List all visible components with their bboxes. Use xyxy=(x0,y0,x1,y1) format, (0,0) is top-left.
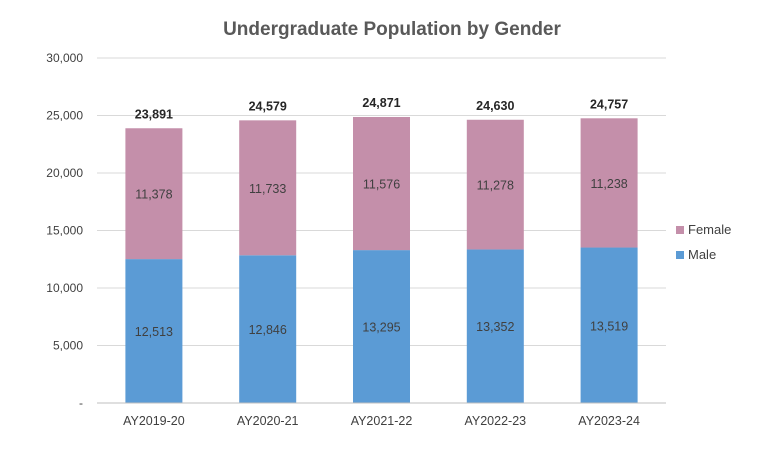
bar-segment-male xyxy=(239,255,297,403)
bar-segment-female xyxy=(580,118,638,248)
data-label-male: 13,352 xyxy=(476,320,514,334)
y-tick-label: 30,000 xyxy=(46,51,83,65)
x-tick-label: AY2022-23 xyxy=(464,414,526,428)
legend-label-male: Male xyxy=(688,247,716,262)
bar-segment-male xyxy=(580,247,638,403)
y-tick-label: - xyxy=(79,396,83,410)
data-label-female: 11,278 xyxy=(477,179,514,193)
data-label-female: 11,576 xyxy=(363,178,400,192)
bar-segment-female xyxy=(353,116,410,251)
data-label-male: 12,846 xyxy=(249,323,287,337)
data-label-female: 11,378 xyxy=(135,188,172,202)
total-label: 24,579 xyxy=(249,99,287,113)
data-label-female: 11,238 xyxy=(590,177,627,191)
bar-segment-female xyxy=(239,120,297,256)
data-label-female: 11,733 xyxy=(249,182,286,196)
y-tick-label: 15,000 xyxy=(46,224,83,238)
x-tick-label: AY2020-21 xyxy=(237,414,299,428)
legend-swatch-male xyxy=(676,251,684,259)
data-label-male: 12,513 xyxy=(135,325,173,339)
bars: 12,513 11,378 23,891 12,846 11,733 24,579 13,2… xyxy=(125,96,638,403)
total-label: 24,757 xyxy=(590,97,628,111)
total-label: 24,630 xyxy=(476,99,514,113)
y-axis: - 5,000 10,000 15,000 20,000 25,000 30,000 xyxy=(46,51,83,410)
y-tick-label: 10,000 xyxy=(46,281,83,295)
legend: Female Male xyxy=(676,222,731,262)
chart-title: Undergraduate Population by Gender xyxy=(223,19,561,40)
bar-segment-female xyxy=(125,128,183,260)
legend-swatch-female xyxy=(676,226,684,234)
x-tick-label: AY2019-20 xyxy=(123,414,185,428)
x-tick-label: AY2021-22 xyxy=(351,414,413,428)
x-axis: AY2019-20 AY2020-21 AY2021-22 AY2022-23 AY20… xyxy=(97,402,666,428)
data-label-male: 13,295 xyxy=(362,321,400,335)
bar-segment-male xyxy=(125,259,183,403)
x-tick-label: AY2023-24 xyxy=(578,414,640,428)
total-label: 24,871 xyxy=(362,96,400,110)
bar-segment-male xyxy=(466,249,524,403)
legend-label-female: Female xyxy=(688,222,731,237)
bar-segment-female xyxy=(466,119,524,250)
total-label: 23,891 xyxy=(135,107,173,121)
data-label-male: 13,519 xyxy=(590,319,628,333)
y-tick-label: 25,000 xyxy=(46,109,83,123)
y-tick-label: 5,000 xyxy=(53,339,83,353)
bar-segment-male xyxy=(353,250,410,403)
y-tick-label: 20,000 xyxy=(46,166,83,180)
